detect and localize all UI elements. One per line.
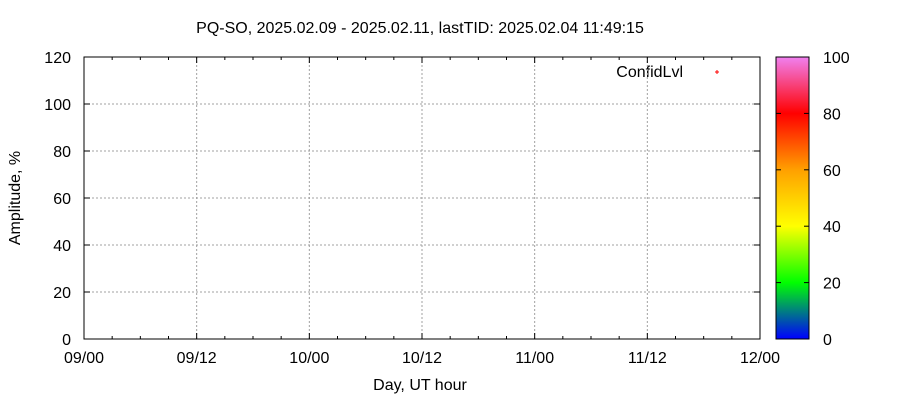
y-axis-label: Amplitude, %: [7, 151, 24, 245]
colorbar-tick-label: 80: [823, 106, 841, 123]
y-tick-label: 80: [53, 144, 71, 161]
y-tick-label: 60: [53, 191, 71, 208]
y-tick-label: 100: [44, 97, 71, 114]
colorbar-tick-label: 100: [823, 50, 850, 67]
colorbar-tick-label: 40: [823, 219, 841, 236]
colorbar: [775, 56, 810, 340]
colorbar-tick-label: 0: [823, 332, 832, 349]
y-tick-label: 20: [53, 285, 71, 302]
legend-label: ConfidLvl: [616, 64, 683, 81]
x-tick-label: 12/00: [740, 350, 780, 367]
colorbar-tick-label: 20: [823, 276, 841, 293]
x-tick-label: 10/12: [402, 350, 442, 367]
y-tick-label: 0: [62, 332, 71, 349]
x-tick-label: 09/12: [177, 350, 217, 367]
x-axis-label: Day, UT hour: [373, 377, 467, 394]
x-tick-label: 10/00: [289, 350, 329, 367]
chart-title: PQ-SO, 2025.02.09 - 2025.02.11, lastTID:…: [196, 20, 644, 37]
y-tick-label: 40: [53, 238, 71, 255]
colorbar-tick-label: 60: [823, 163, 841, 180]
x-tick-label: 11/00: [515, 350, 554, 367]
y-tick-label: 120: [44, 50, 71, 67]
plot-border: [83, 56, 761, 340]
legend-marker: [715, 70, 719, 74]
x-tick-label: 11/12: [628, 350, 667, 367]
x-tick-label: 09/00: [64, 350, 104, 367]
